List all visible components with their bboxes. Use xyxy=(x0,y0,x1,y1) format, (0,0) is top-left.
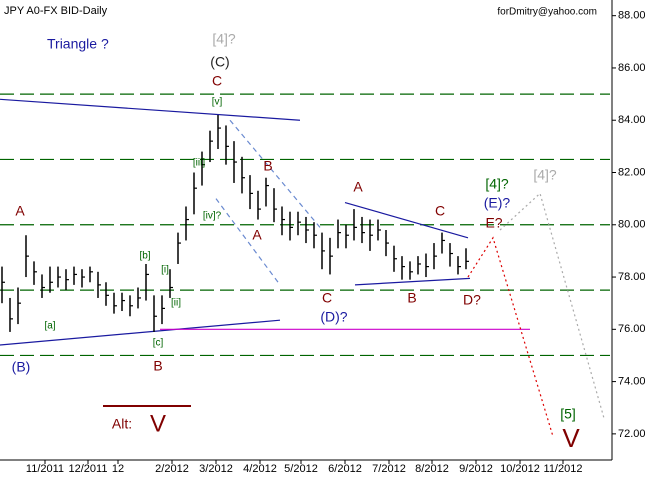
wave-label: B xyxy=(153,358,162,374)
wave-label: V xyxy=(150,410,166,437)
wave-label: (B) xyxy=(12,359,31,375)
wave-label: A xyxy=(252,227,262,243)
wave-label: [i] xyxy=(161,265,169,276)
y-tick-label: 82.00 xyxy=(618,166,645,178)
y-tick-label: 74.00 xyxy=(618,375,645,387)
y-tick-label: 72.00 xyxy=(618,428,645,440)
trendline xyxy=(0,319,281,346)
wave-label: Alt: xyxy=(112,416,132,432)
wave-label: E? xyxy=(485,215,502,231)
trendline xyxy=(344,201,469,239)
wave-label: C xyxy=(435,203,445,219)
y-tick-label: 76.00 xyxy=(618,323,645,335)
x-tick-label: 3/2012 xyxy=(199,463,233,475)
wave-label: (E)? xyxy=(484,195,511,211)
wave-label: [iii] xyxy=(193,158,205,169)
y-tick-label: 78.00 xyxy=(618,271,645,283)
y-tick-label: 80.00 xyxy=(618,219,645,231)
trendline xyxy=(499,192,605,419)
wave-label: D? xyxy=(463,292,481,308)
x-tick-label: 10/2012 xyxy=(500,463,540,475)
x-tick-label: 12 xyxy=(112,463,124,475)
trendline xyxy=(354,277,471,286)
wave-label: (C) xyxy=(210,54,229,70)
x-tick-label: 6/2012 xyxy=(328,463,362,475)
wave-label: [a] xyxy=(44,321,55,332)
wave-label: [v] xyxy=(212,97,223,108)
y-tick-label: 84.00 xyxy=(618,114,645,126)
wave-label: [4]? xyxy=(485,176,509,192)
trendline xyxy=(467,236,554,437)
x-tick-label: 5/2012 xyxy=(284,463,318,475)
x-tick-label: 9/2012 xyxy=(459,463,493,475)
wave-label: B xyxy=(407,290,416,306)
wave-label: C xyxy=(212,73,222,89)
wave-label: C xyxy=(322,290,332,306)
wave-label: (D)? xyxy=(320,309,347,325)
wave-label: B xyxy=(263,158,272,174)
y-tick-label: 88.00 xyxy=(618,10,645,22)
trendline xyxy=(0,98,301,121)
wave-label: V xyxy=(562,423,580,453)
x-tick-label: 8/2012 xyxy=(415,463,449,475)
x-tick-label: 12/2011 xyxy=(69,463,108,475)
x-tick-label: 7/2012 xyxy=(372,463,406,475)
x-tick-label: 11/2012 xyxy=(544,463,583,475)
chart-title: JPY A0-FX BID-Daily xyxy=(4,5,108,17)
wave-label: [4]? xyxy=(533,167,557,183)
wave-label: A xyxy=(15,203,25,219)
y-tick-label: 86.00 xyxy=(618,62,645,74)
wave-label: [b] xyxy=(139,251,150,262)
author: forDmitry@yahoo.com xyxy=(497,7,597,18)
wave-label: [4]? xyxy=(212,31,236,47)
x-tick-label: 11/2011 xyxy=(26,463,64,475)
wave-label: [c] xyxy=(153,338,164,349)
wave-label: [ii] xyxy=(171,298,181,309)
x-tick-label: 4/2012 xyxy=(243,463,277,475)
wave-label: Triangle ? xyxy=(47,36,109,52)
x-tick-label: 2/2012 xyxy=(155,463,189,475)
wave-label: A xyxy=(353,179,363,195)
wave-label: [5] xyxy=(560,406,576,422)
wave-label: [iv]? xyxy=(203,211,222,222)
